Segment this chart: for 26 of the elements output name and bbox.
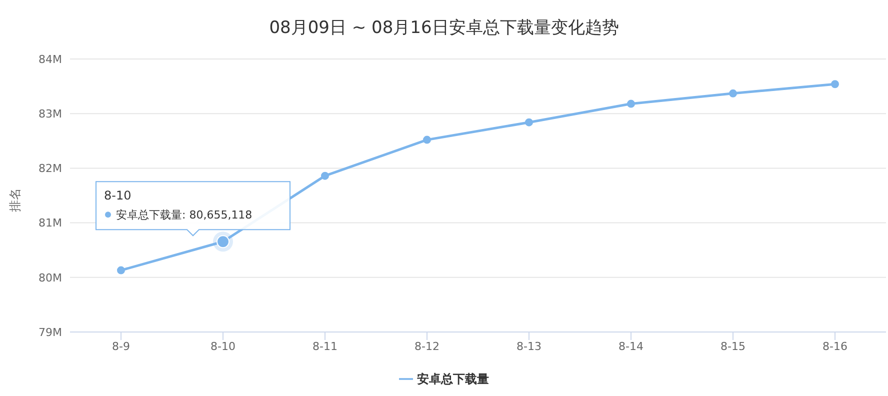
point [831, 80, 839, 88]
point [627, 100, 635, 108]
point [729, 89, 737, 98]
x-tick-label: 8-13 [516, 340, 542, 353]
x-tick-label: 8-11 [312, 340, 338, 353]
y-tick-label: 81M [38, 216, 62, 230]
x-tick-label: 8-12 [414, 340, 440, 353]
x-tick-label: 8-14 [618, 340, 644, 353]
annotation: 8-10 [104, 188, 132, 203]
chart-title: 08月09日 ~ 08月16日安卓总下载量变化趋势 [268, 17, 620, 39]
legend-label: 安卓总下载量 [417, 372, 489, 386]
y-tick-label: 82M [38, 162, 62, 176]
point [525, 118, 533, 126]
y-tick-label: 80M [38, 271, 62, 284]
point [423, 136, 431, 144]
y-tick-label: 83M [38, 108, 62, 121]
point [117, 266, 125, 274]
y-tick-label: 79M [38, 326, 62, 339]
point [321, 172, 329, 180]
x-tick-label: 8-9 [112, 340, 130, 353]
y-tick-label: 84M [38, 52, 62, 66]
x-tick-label: 8-16 [822, 340, 848, 353]
x-tick-label: 8-10 [210, 340, 236, 353]
y-axis-title: 排名 [8, 188, 22, 212]
x-tick-label: 8-15 [720, 340, 746, 353]
annotation: 安卓总下载量: 80,655,118 [116, 208, 252, 222]
